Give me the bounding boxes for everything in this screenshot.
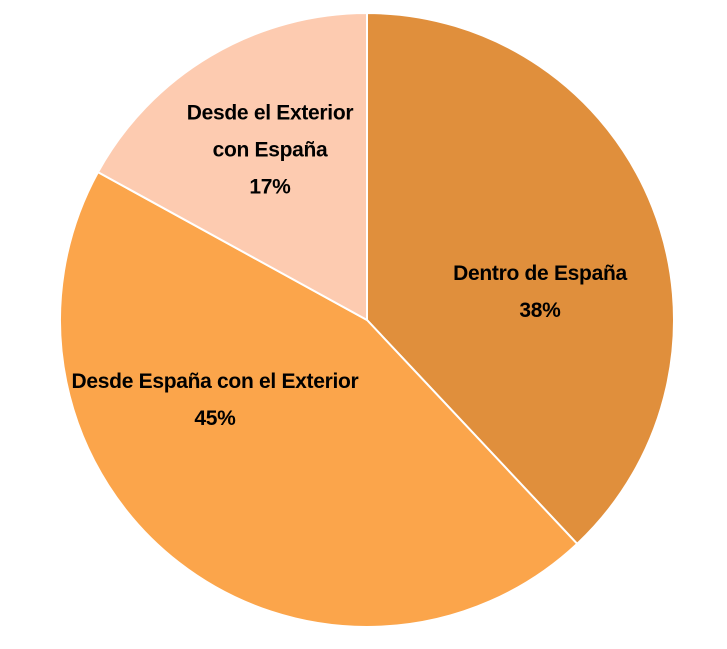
category-label: Desde el Exterior con España (186, 101, 354, 162)
slice-label: Desde España con el Exterior 45% (70, 363, 360, 437)
pie-slice (96, 11, 368, 322)
slice-label: Desde el Exterior con España 17% (183, 95, 358, 206)
category-label: Dentro de España (453, 262, 627, 285)
value-label: 38% (519, 299, 561, 322)
value-label: 45% (194, 407, 236, 430)
category-label: Desde España con el Exterior (71, 370, 359, 393)
pie-slice (366, 11, 675, 546)
pie-slice (59, 170, 579, 628)
value-label: 17% (249, 175, 291, 199)
slice-label: Dentro de España 38% (415, 255, 665, 329)
